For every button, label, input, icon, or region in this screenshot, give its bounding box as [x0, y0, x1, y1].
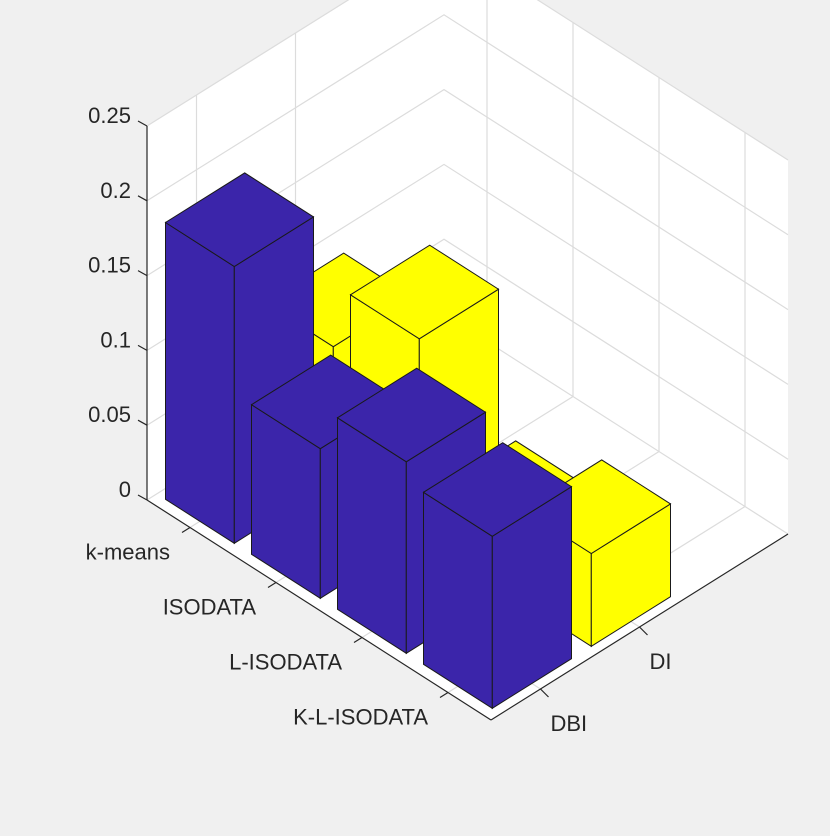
side-wall-pane	[444, 0, 788, 534]
bar-face-top	[164, 172, 315, 268]
z-tick-label: 0.05	[88, 402, 131, 427]
method-tick-label: L-ISODATA	[229, 650, 342, 675]
method-tick-label: K-L-ISODATA	[293, 705, 428, 730]
metric-tick-mark	[540, 688, 549, 698]
bar-face-left	[165, 221, 235, 545]
grid-z-line	[146, 14, 789, 236]
method-axis-line	[146, 499, 492, 721]
method-tick-mark	[181, 526, 191, 534]
z-tick-label: 0.25	[88, 103, 131, 128]
z-tick-mark	[137, 270, 148, 277]
axis-lines	[137, 120, 789, 721]
z-tick-label: 0.2	[100, 178, 131, 203]
z-tick-mark	[137, 494, 148, 501]
bar-face-top	[349, 244, 500, 340]
z-tick-mark	[137, 419, 148, 426]
grid-z-line	[146, 0, 789, 161]
z-tick-mark	[137, 195, 148, 202]
z-tick-label: 0.1	[100, 327, 131, 352]
tick-labels: 0 0.05 0.1 0.15 0.2 0.25 k-means ISODATA L-ISODA…	[86, 103, 672, 736]
metric-tick-mark	[639, 626, 648, 636]
z-tick-mark	[137, 120, 148, 127]
z-tick-mark	[137, 344, 148, 351]
bar-face-top	[422, 442, 573, 537]
method-tick-mark	[353, 636, 363, 644]
bar-group	[164, 172, 672, 710]
metric-tick-label: DI	[650, 649, 672, 674]
bar-face-top	[336, 367, 487, 463]
z-tick-label: 0.15	[88, 253, 131, 278]
z-tick-label: 0	[119, 477, 131, 502]
method-tick-mark	[439, 691, 449, 699]
metric-tick-label: DBI	[551, 711, 588, 736]
method-tick-label: k-means	[86, 540, 170, 565]
method-tick-label: ISODATA	[163, 595, 257, 620]
method-tick-mark	[267, 581, 277, 589]
bar-dbi-k-l-isodata	[422, 442, 573, 710]
